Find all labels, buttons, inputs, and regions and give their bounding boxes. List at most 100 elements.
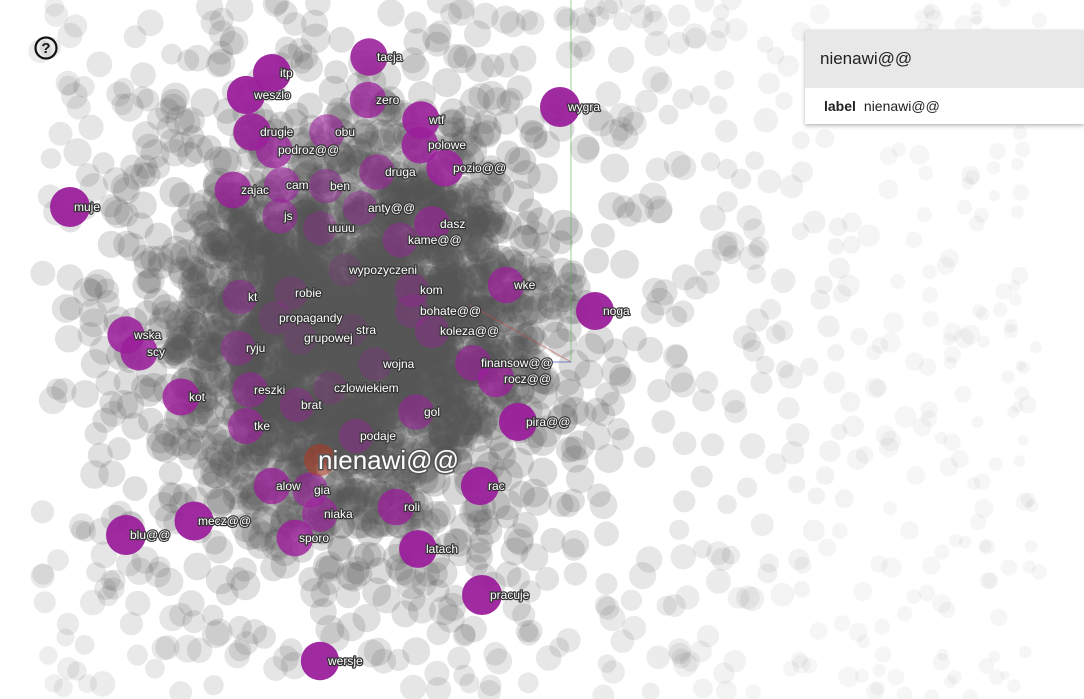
cloud-point[interactable] <box>1018 395 1037 414</box>
cloud-point[interactable] <box>386 341 422 376</box>
cloud-point[interactable] <box>211 305 239 332</box>
cloud-point[interactable] <box>1001 370 1015 384</box>
cloud-point[interactable] <box>571 401 597 427</box>
cloud-point[interactable] <box>295 277 327 308</box>
cloud-point[interactable] <box>290 224 319 254</box>
cloud-point[interactable] <box>315 331 352 369</box>
cloud-point[interactable] <box>415 463 446 494</box>
cloud-point[interactable] <box>415 319 446 350</box>
cloud-point[interactable] <box>284 251 317 285</box>
cloud-point[interactable] <box>398 296 431 328</box>
cloud-point[interactable] <box>184 134 214 164</box>
cloud-point[interactable] <box>215 205 249 239</box>
cloud-point[interactable] <box>497 335 529 367</box>
cloud-point[interactable] <box>475 210 504 239</box>
cloud-point[interactable] <box>447 0 475 26</box>
cloud-point[interactable] <box>173 219 200 246</box>
cloud-point[interactable] <box>310 580 338 608</box>
cloud-point[interactable] <box>923 3 941 21</box>
cloud-point[interactable] <box>321 280 355 314</box>
cloud-point[interactable] <box>290 339 325 375</box>
selected-point[interactable] <box>304 444 336 476</box>
cloud-point[interactable] <box>215 245 249 279</box>
cloud-point[interactable] <box>368 292 402 325</box>
cloud-point[interactable] <box>334 185 364 215</box>
cloud-point[interactable] <box>493 211 522 240</box>
search-input[interactable] <box>820 49 1060 69</box>
cloud-point[interactable] <box>325 407 359 441</box>
cloud-point[interactable] <box>445 433 473 461</box>
cloud-point[interactable] <box>347 335 382 371</box>
cloud-point[interactable] <box>610 629 635 653</box>
neighbor-point[interactable] <box>253 54 291 92</box>
cloud-point[interactable] <box>432 376 464 409</box>
cloud-point[interactable] <box>206 228 233 254</box>
cloud-point[interactable] <box>159 177 190 208</box>
cloud-point[interactable] <box>170 429 202 461</box>
cloud-point[interactable] <box>104 199 134 229</box>
cloud-point[interactable] <box>300 9 329 37</box>
cloud-point[interactable] <box>905 231 923 249</box>
cloud-point[interactable] <box>518 198 543 223</box>
cloud-point[interactable] <box>324 60 349 85</box>
cloud-point[interactable] <box>149 556 171 578</box>
cloud-point[interactable] <box>374 299 408 332</box>
cloud-point[interactable] <box>333 334 371 372</box>
cloud-point[interactable] <box>260 554 287 582</box>
cloud-point[interactable] <box>427 178 459 210</box>
cloud-point[interactable] <box>441 397 470 426</box>
cloud-point[interactable] <box>470 205 503 238</box>
cloud-point[interactable] <box>1013 455 1026 467</box>
cloud-point[interactable] <box>290 325 325 359</box>
cloud-point[interactable] <box>988 650 1001 663</box>
cloud-point[interactable] <box>288 341 320 373</box>
cloud-point[interactable] <box>251 293 281 323</box>
cloud-point[interactable] <box>378 199 406 227</box>
cloud-point[interactable] <box>294 398 326 430</box>
cloud-point[interactable] <box>299 306 329 337</box>
cloud-point[interactable] <box>453 227 482 256</box>
cloud-point[interactable] <box>819 440 841 462</box>
cloud-point[interactable] <box>553 5 576 28</box>
cloud-point[interactable] <box>294 195 329 230</box>
cloud-point[interactable] <box>502 592 531 622</box>
cloud-point[interactable] <box>665 305 688 328</box>
cloud-point[interactable] <box>148 307 180 339</box>
cloud-point[interactable] <box>55 70 81 96</box>
cloud-point[interactable] <box>291 343 325 377</box>
cloud-point[interactable] <box>427 417 459 449</box>
cloud-point[interactable] <box>294 343 326 375</box>
cloud-point[interactable] <box>420 431 454 465</box>
cloud-point[interactable] <box>359 314 394 349</box>
cloud-point[interactable] <box>381 177 413 209</box>
cloud-point[interactable] <box>227 244 255 272</box>
cloud-point[interactable] <box>293 160 325 192</box>
cloud-point[interactable] <box>351 417 383 449</box>
cloud-point[interactable] <box>125 590 151 617</box>
cloud-point[interactable] <box>491 489 523 521</box>
cloud-point[interactable] <box>151 636 176 661</box>
cloud-point[interactable] <box>426 263 461 298</box>
cloud-point[interactable] <box>216 266 246 296</box>
cloud-point[interactable] <box>302 238 332 268</box>
cloud-point[interactable] <box>408 81 436 109</box>
cloud-point[interactable] <box>665 364 694 393</box>
cloud-point[interactable] <box>314 320 352 358</box>
cloud-point[interactable] <box>330 487 363 520</box>
cloud-point[interactable] <box>168 325 194 351</box>
cloud-point[interactable] <box>232 285 262 315</box>
cloud-point[interactable] <box>54 325 83 353</box>
cloud-point[interactable] <box>190 209 217 237</box>
cloud-point[interactable] <box>405 273 441 309</box>
cloud-point[interactable] <box>369 402 399 432</box>
cloud-point[interactable] <box>413 270 442 299</box>
cloud-point[interactable] <box>350 328 384 362</box>
cloud-point[interactable] <box>399 47 426 74</box>
cloud-point[interactable] <box>196 238 227 269</box>
cloud-point[interactable] <box>250 334 280 364</box>
cloud-point[interactable] <box>40 148 62 169</box>
cloud-point[interactable] <box>583 247 609 274</box>
cloud-point[interactable] <box>777 397 800 420</box>
cloud-point[interactable] <box>495 505 519 529</box>
cloud-point[interactable] <box>349 436 378 465</box>
